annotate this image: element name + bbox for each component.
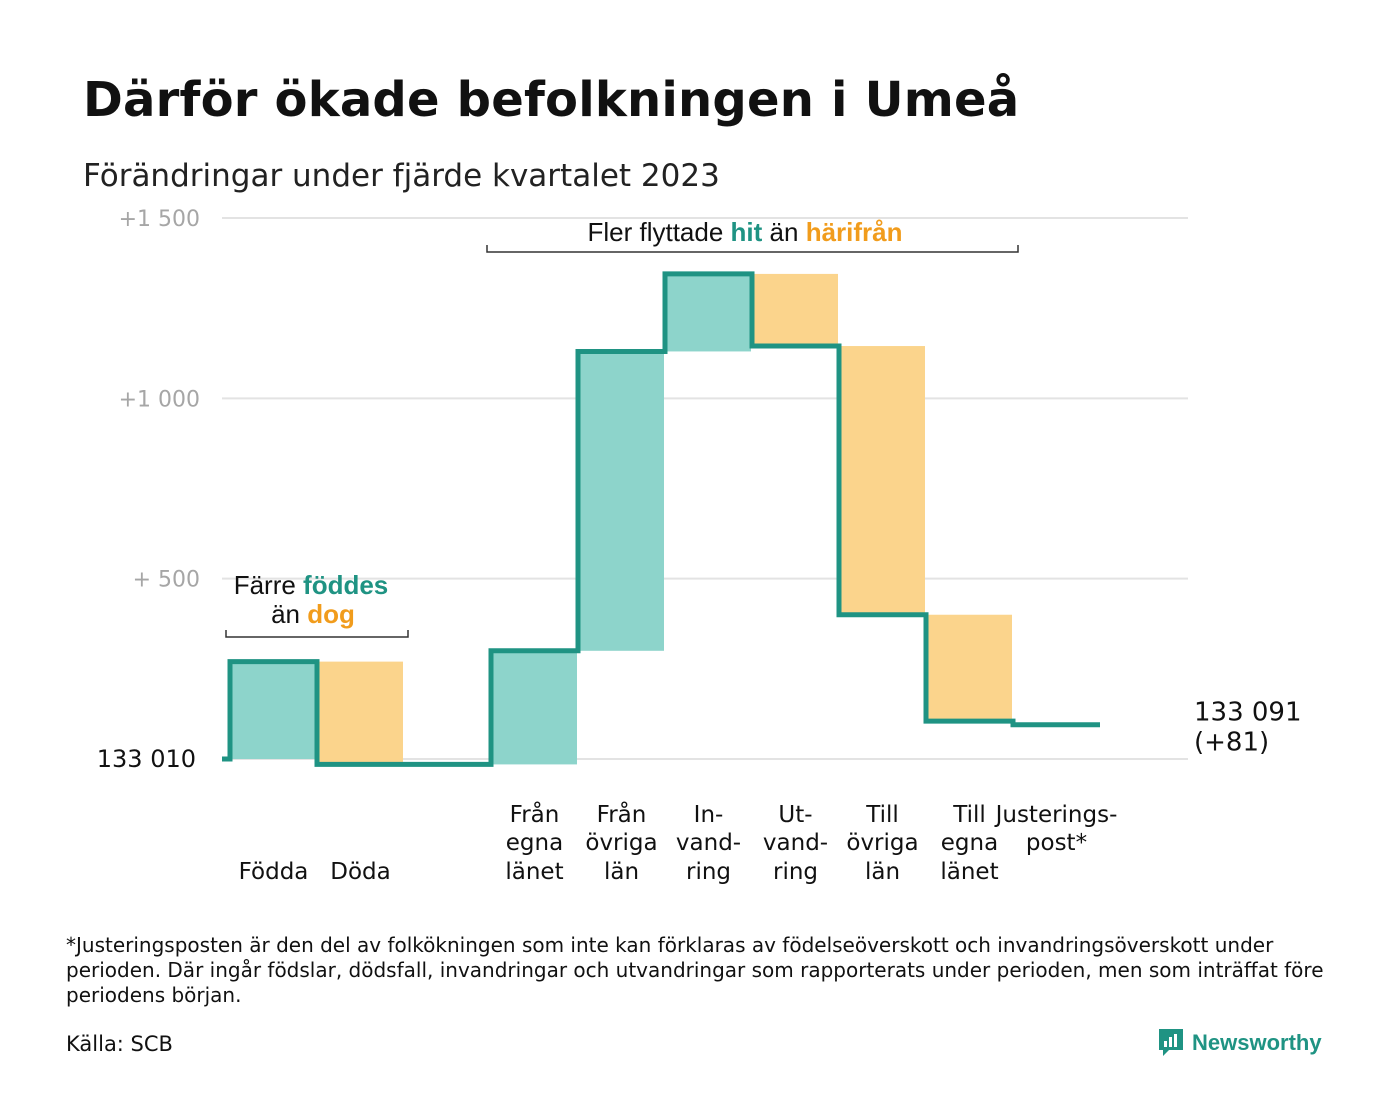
category-label: vand- xyxy=(676,830,741,856)
category-label: In- xyxy=(694,802,724,828)
category-label: län xyxy=(604,859,639,885)
y-tick-label: +1 500 xyxy=(119,207,200,232)
step-path xyxy=(222,271,1100,767)
newsworthy-logo: Newsworthy xyxy=(1158,1028,1322,1058)
bars xyxy=(230,273,1012,765)
step-line xyxy=(222,271,1100,767)
category-label: Justerings- xyxy=(994,802,1118,828)
category-label: post* xyxy=(1026,830,1087,856)
category-label: Från xyxy=(510,800,560,828)
category-label: Till xyxy=(952,802,986,828)
bar xyxy=(752,273,838,347)
end-change-label: (+81) xyxy=(1194,728,1269,758)
bar xyxy=(839,346,925,615)
end-value-label: 133 091 xyxy=(1194,698,1302,728)
category-label: övriga xyxy=(846,830,918,856)
chart-title: Därför ökade befolkningen i Umeå xyxy=(83,72,1020,128)
y-tick-label: + 500 xyxy=(133,568,200,593)
births-annotation-line1: Färre föddes xyxy=(234,570,389,600)
migration-annotation: Fler flyttade hit än härifrån xyxy=(587,217,902,247)
category-label: ring xyxy=(686,859,731,885)
category-label: Till xyxy=(865,802,899,828)
bar xyxy=(578,351,664,651)
newsworthy-logo-icon xyxy=(1159,1029,1183,1056)
base-value-label: 133 010 xyxy=(97,745,196,773)
source-note: Källa: SCB xyxy=(66,1032,173,1056)
category-label: länet xyxy=(505,859,563,885)
births-annotation-line2: än dog xyxy=(271,599,355,629)
newsworthy-logo-text: Newsworthy xyxy=(1192,1030,1322,1055)
bar xyxy=(491,650,577,765)
bar xyxy=(926,614,1012,722)
bar xyxy=(230,661,316,759)
category-label: Döda xyxy=(330,859,390,885)
category-label: ring xyxy=(773,859,818,885)
category-label: län xyxy=(865,859,900,885)
bar xyxy=(317,661,403,765)
category-label: egna xyxy=(506,830,563,856)
births-bracket xyxy=(225,630,409,638)
category-label: egna xyxy=(941,830,998,856)
y-tick-label: +1 000 xyxy=(119,387,200,412)
category-label: Födda xyxy=(239,859,309,885)
footnote: *Justeringsposten är den del av folkökni… xyxy=(66,933,1324,1007)
migration-bracket xyxy=(486,245,1019,253)
category-label: övriga xyxy=(585,830,657,856)
bar xyxy=(665,273,751,352)
category-label: Ut- xyxy=(778,802,812,828)
category-label: länet xyxy=(940,859,998,885)
category-label: Från xyxy=(597,800,647,828)
category-label: vand- xyxy=(763,830,828,856)
chart-subtitle: Förändringar under fjärde kvartalet 2023 xyxy=(83,158,720,194)
